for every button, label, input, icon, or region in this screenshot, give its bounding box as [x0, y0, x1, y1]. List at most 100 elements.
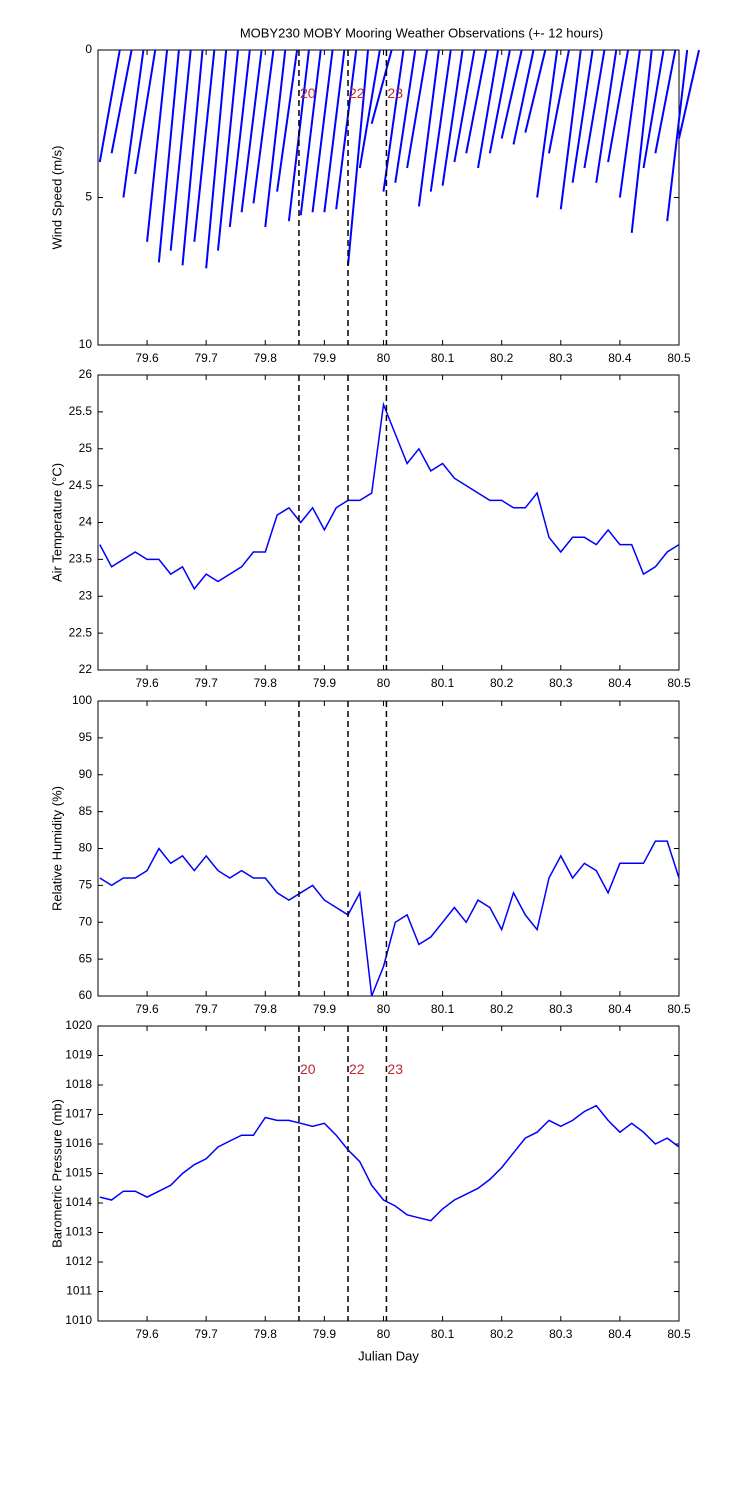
wind-stick: [347, 49, 370, 266]
y-axis-label: Wind Speed (m/s): [49, 145, 64, 249]
wind-stick: [595, 49, 618, 183]
wind-stick: [110, 49, 133, 154]
axes-frame: [97, 374, 680, 671]
wind-stick: [205, 49, 228, 269]
x-tick-label: 80.3: [549, 1002, 573, 1016]
x-tick-label: 80.1: [431, 351, 455, 365]
wind-stick: [524, 49, 547, 133]
event-label: 22: [349, 85, 365, 101]
wind-stick: [417, 49, 440, 207]
y-tick-label: 25: [79, 441, 93, 455]
y-tick-label: 1018: [65, 1077, 92, 1091]
y-tick-label: 95: [79, 730, 93, 744]
wind-stick: [169, 49, 192, 251]
wind-stick: [618, 49, 641, 198]
x-tick-label: 80.3: [549, 1327, 573, 1341]
x-tick-label: 79.7: [194, 676, 218, 690]
wind-stick: [607, 49, 630, 163]
wind-stick: [240, 49, 263, 213]
data-line: [99, 840, 680, 997]
wind-stick: [654, 49, 677, 154]
wind-stick: [264, 49, 287, 228]
y-tick-label: 1015: [65, 1166, 92, 1180]
wind-stick: [216, 49, 239, 251]
x-tick-label: 80: [377, 351, 391, 365]
wind-stick: [571, 49, 594, 183]
y-axis-label: Barometric Pressure (mb): [49, 1099, 64, 1248]
wind-stick: [370, 49, 393, 125]
wind-stick: [311, 49, 334, 213]
wind-stick: [488, 49, 511, 154]
x-tick-label: 79.8: [254, 676, 278, 690]
wind-stick: [98, 49, 121, 163]
y-tick-label: 1010: [65, 1313, 92, 1327]
x-tick-label: 80.1: [431, 676, 455, 690]
x-tick-label: 80.3: [549, 676, 573, 690]
x-tick-label: 79.9: [313, 351, 337, 365]
wind-stick: [678, 49, 700, 139]
x-tick-label: 79.6: [135, 351, 159, 365]
wind-stick: [406, 49, 429, 169]
y-axis-label: Air Temperature (°C): [49, 463, 64, 582]
data-line: [99, 401, 680, 591]
y-tick-label: 26: [79, 367, 93, 381]
y-tick-label: 23: [79, 588, 93, 602]
y-tick-label: 24.5: [69, 478, 93, 492]
y-tick-label: 1017: [65, 1107, 92, 1121]
x-tick-label: 80.4: [608, 1002, 632, 1016]
data-line: [99, 1104, 680, 1222]
y-tick-label: 1014: [65, 1195, 92, 1209]
chart-title: MOBY230 MOBY Mooring Weather Observation…: [240, 25, 603, 40]
y-tick-label: 85: [79, 804, 93, 818]
wind-stick: [583, 49, 606, 169]
event-label: 23: [387, 1061, 403, 1077]
wind-stick: [146, 49, 169, 242]
y-tick-label: 70: [79, 914, 93, 928]
y-tick-label: 24: [79, 515, 93, 529]
x-tick-label: 80.2: [490, 1327, 514, 1341]
wind-stick: [181, 49, 204, 266]
wind-stick: [536, 49, 559, 198]
wind-stick: [512, 49, 535, 145]
x-tick-label: 80.2: [490, 1002, 514, 1016]
x-tick-label: 79.9: [313, 1002, 337, 1016]
y-tick-label: 5: [85, 190, 92, 204]
event-label: 23: [387, 85, 403, 101]
y-tick-label: 1013: [65, 1225, 92, 1239]
x-tick-label: 79.7: [194, 1327, 218, 1341]
x-tick-label: 80.5: [667, 1327, 691, 1341]
wind-stick: [465, 49, 488, 154]
wind-stick: [276, 49, 299, 192]
y-tick-label: 10: [79, 337, 93, 351]
wind-stick: [630, 49, 653, 234]
x-tick-label: 80.1: [431, 1002, 455, 1016]
x-tick-label: 79.6: [135, 1002, 159, 1016]
event-label: 20: [300, 1061, 316, 1077]
wind-stick: [666, 49, 689, 222]
wind-stick: [122, 49, 145, 198]
y-tick-label: 1012: [65, 1254, 92, 1268]
y-tick-label: 1019: [65, 1048, 92, 1062]
y-tick-label: 90: [79, 767, 93, 781]
wind-stick: [394, 49, 417, 183]
x-tick-label: 79.7: [194, 351, 218, 365]
wind-stick: [358, 49, 381, 169]
x-tick-label: 80.2: [490, 351, 514, 365]
y-tick-label: 0: [85, 42, 92, 56]
y-tick-label: 75: [79, 878, 93, 892]
wind-stick: [382, 49, 405, 192]
y-tick-label: 100: [72, 693, 92, 707]
wind-stick: [157, 49, 180, 263]
wind-stick: [252, 49, 275, 204]
y-tick-label: 60: [79, 988, 93, 1002]
wind-stick: [323, 49, 346, 213]
x-tick-label: 80.5: [667, 351, 691, 365]
wind-stick: [429, 49, 452, 192]
y-axis-label: Relative Humidity (%): [49, 786, 64, 911]
x-tick-label: 79.8: [254, 1327, 278, 1341]
x-tick-label: 79.8: [254, 351, 278, 365]
y-tick-label: 1016: [65, 1136, 92, 1150]
y-tick-label: 1011: [66, 1284, 92, 1298]
